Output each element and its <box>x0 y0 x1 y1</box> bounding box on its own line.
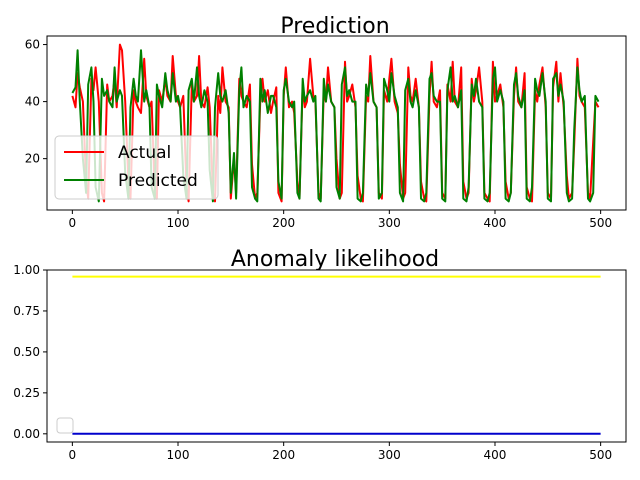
legend-actual-label: Actual <box>118 143 171 163</box>
anomaly-y-tick-label: 0.00 <box>13 427 40 441</box>
anomaly-title: Anomaly likelihood <box>231 247 439 272</box>
anomaly-axes: Anomaly likelihood 0 100 200 300 400 5000.000… <box>13 247 627 462</box>
prediction-legend: Actual Predicted <box>54 135 219 200</box>
prediction-series-predicted <box>71 49 600 203</box>
anomaly-plot-frame <box>46 269 627 443</box>
prediction-x-tick-label: 200 <box>272 216 295 230</box>
anomaly-empty-legend <box>56 417 74 434</box>
prediction-series-group <box>71 43 600 203</box>
prediction-x-tick-label: 100 <box>167 216 190 230</box>
anomaly-x-tick-label: 500 <box>589 448 612 462</box>
anomaly-x-tick-label: 400 <box>484 448 507 462</box>
prediction-plot-frame <box>46 35 627 211</box>
prediction-x-tick-label: 0 <box>69 216 77 230</box>
prediction-ticks: 0 100 200 300 400 500 20 40 60 <box>25 38 612 230</box>
anomaly-y-tick-label: 0.50 <box>13 345 40 359</box>
anomaly-x-tick-label: 200 <box>272 448 295 462</box>
anomaly-x-tick-label: 300 <box>378 448 401 462</box>
prediction-y-tick-label: 40 <box>25 95 40 109</box>
anomaly-ticks: 0 100 200 300 400 500 0.00 0.25 0.50 0.75 1.00 <box>13 263 612 462</box>
prediction-x-tick-label: 400 <box>484 216 507 230</box>
anomaly-x-tick-label: 0 <box>69 448 77 462</box>
anomaly-y-tick-label: 1.00 <box>13 263 40 277</box>
anomaly-x-tick-label: 100 <box>167 448 190 462</box>
prediction-title: Prediction <box>280 14 389 39</box>
prediction-axes: Prediction 0 100 200 300 400 500 20 40 60 Actual… <box>25 14 627 230</box>
prediction-x-tick-label: 500 <box>589 216 612 230</box>
anomaly-series-group <box>72 275 601 435</box>
prediction-x-tick-label: 300 <box>378 216 401 230</box>
anomaly-y-tick-label: 0.75 <box>13 304 40 318</box>
prediction-y-tick-label: 60 <box>25 38 40 52</box>
prediction-y-tick-label: 20 <box>25 152 40 166</box>
anomaly-y-tick-label: 0.25 <box>13 386 40 400</box>
legend-predicted-label: Predicted <box>118 171 198 191</box>
